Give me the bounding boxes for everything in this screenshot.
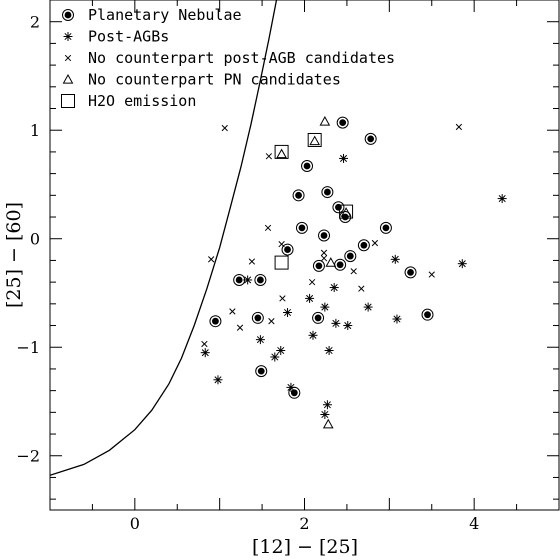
data-point-cross (201, 340, 208, 348)
data-point-asterisk (497, 194, 507, 204)
data-point-cross (320, 249, 328, 256)
data-point-asterisk (343, 321, 353, 331)
legend-marker-cross (64, 54, 72, 62)
data-point-cross (208, 256, 215, 263)
data-point-asterisk (305, 293, 315, 303)
legend-label: H2O emission (88, 92, 196, 110)
data-point-asterisk (213, 375, 223, 385)
data-point-cross (455, 123, 463, 131)
y-tick-label: 2 (30, 13, 40, 32)
data-point-circled-dot (255, 365, 268, 378)
data-point-asterisk (276, 345, 286, 355)
legend-label: No counterpart post-AGB candidates (88, 49, 395, 67)
data-point-cross (268, 318, 275, 325)
data-point-asterisk (390, 254, 400, 264)
legend-marker-square (61, 94, 75, 108)
data-point-cross (248, 258, 256, 265)
y-tick-label: −2 (16, 447, 40, 466)
x-tick-label: 2 (299, 514, 309, 533)
data-point-circled-dot (379, 221, 392, 234)
data-point-asterisk (339, 153, 349, 163)
data-point-triangle (325, 257, 337, 267)
data-point-asterisk (322, 400, 332, 410)
data-point-asterisk (363, 302, 373, 312)
data-point-cross (236, 324, 244, 331)
data-point-asterisk (200, 348, 210, 358)
legend-marker-circled-dot (62, 9, 74, 21)
data-point-cross (221, 124, 228, 132)
data-point-circled-dot (364, 132, 377, 145)
data-point-circled-dot (312, 259, 325, 272)
data-point-cross (265, 153, 273, 160)
legend-label: No counterpart PN candidates (88, 71, 341, 89)
data-point-asterisk (329, 283, 339, 293)
data-point-circled-dot (254, 273, 267, 286)
data-point-square (307, 132, 322, 147)
data-point-cross (308, 278, 316, 286)
data-point-cross (428, 271, 435, 278)
data-point-triangle (319, 116, 331, 126)
data-point-circled-dot (281, 243, 294, 256)
data-point-asterisk (392, 314, 402, 324)
data-point-asterisk (243, 275, 253, 285)
data-point-circled-dot (421, 308, 434, 321)
data-point-triangle (309, 135, 321, 146)
data-point-square (274, 255, 289, 270)
data-point-asterisk (320, 302, 330, 312)
data-point-asterisk (283, 308, 293, 318)
y-tick-label: 0 (30, 230, 40, 249)
y-axis-title: [25] − [60] (3, 202, 25, 308)
data-point-circled-dot (295, 221, 308, 234)
data-point-square (339, 204, 354, 219)
y-tick-label: −1 (16, 338, 40, 357)
y-tick-label: 1 (30, 121, 40, 140)
legend-label: Post-AGBs (88, 28, 169, 46)
data-point-circled-dot (318, 229, 331, 242)
data-point-circled-dot (292, 189, 305, 202)
data-point-circled-dot (344, 250, 357, 263)
data-point-cross (320, 255, 328, 262)
data-point-circled-dot (233, 273, 246, 286)
data-point-asterisk (308, 330, 318, 340)
data-point-cross (279, 295, 286, 302)
data-point-cross (229, 308, 236, 315)
data-point-asterisk (286, 382, 296, 392)
data-point-circled-dot (332, 201, 345, 214)
data-point-circled-dot (334, 258, 347, 271)
data-point-triangle (340, 207, 352, 217)
data-point-circled-dot (336, 116, 349, 129)
legend: Planetary Nebulae Post-AGBs No counterpart… (61, 6, 395, 110)
data-point-asterisk (324, 345, 334, 355)
data-point-circled-dot (321, 186, 334, 199)
data-point-cross (358, 285, 365, 292)
x-tick-label: 0 (130, 514, 140, 533)
legend-marker-triangle (62, 73, 74, 84)
data-point-cross (264, 224, 272, 232)
data-point-circled-dot (404, 266, 417, 279)
data-point-circled-dot (357, 239, 370, 252)
boundary-curve (50, 0, 278, 476)
data-point-cross (350, 268, 357, 275)
data-point-circled-dot (312, 311, 325, 324)
data-point-square (274, 144, 289, 159)
data-point-asterisk (320, 410, 330, 420)
legend-label: Planetary Nebulae (88, 6, 242, 24)
legend-marker-asterisk (63, 32, 73, 41)
data-point-cross (371, 239, 379, 247)
data-point-asterisk (457, 259, 467, 269)
data-point-triangle (276, 148, 287, 159)
data-point-asterisk (331, 318, 341, 328)
x-tick-label: 4 (469, 514, 479, 533)
data-point-asterisk (270, 352, 280, 362)
data-point-triangle (322, 418, 334, 429)
data-point-circled-dot (209, 315, 222, 328)
data-point-asterisk (255, 335, 265, 345)
data-point-circled-dot (301, 160, 314, 173)
data-point-circled-dot (251, 311, 264, 324)
x-axis-title: [12] − [25] (252, 536, 358, 558)
data-point-cross (278, 240, 285, 248)
